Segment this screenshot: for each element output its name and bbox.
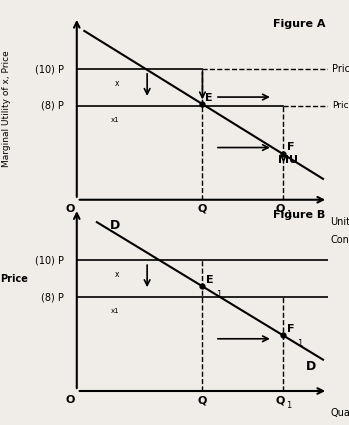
Text: Quantity: Quantity (331, 408, 349, 418)
Text: 1: 1 (297, 339, 302, 348)
Text: E: E (205, 93, 213, 102)
Text: x1: x1 (111, 117, 119, 123)
Text: x: x (115, 79, 119, 88)
Text: Price: Price (0, 274, 28, 284)
Text: Q: Q (198, 395, 207, 405)
Text: (10) P: (10) P (35, 255, 64, 266)
Text: F: F (287, 324, 294, 334)
Text: Marginal Utility of x, Price: Marginal Utility of x, Price (2, 50, 12, 167)
Text: Q: Q (198, 204, 207, 214)
Text: 1: 1 (216, 290, 222, 299)
Text: Price: Price (332, 64, 349, 74)
Text: D: D (305, 360, 316, 373)
Text: E: E (206, 275, 214, 285)
Text: Consumed: Consumed (331, 235, 349, 244)
Text: MU: MU (278, 155, 298, 165)
Text: (8) P: (8) P (41, 101, 64, 111)
Text: 1: 1 (287, 210, 292, 219)
Text: O: O (66, 395, 75, 405)
Text: x: x (115, 270, 119, 279)
Text: Price: Price (332, 101, 349, 110)
Text: Figure A: Figure A (273, 19, 326, 29)
Text: (8) P: (8) P (41, 292, 64, 302)
Text: 1: 1 (287, 401, 292, 411)
Text: Units: Units (331, 217, 349, 227)
Text: D: D (110, 219, 120, 232)
Text: Figure B: Figure B (273, 210, 326, 220)
Text: Q: Q (276, 204, 285, 214)
Text: Q: Q (276, 395, 285, 405)
Text: (10) P: (10) P (35, 64, 64, 74)
Text: x1: x1 (111, 308, 119, 314)
Text: F: F (287, 142, 294, 153)
Text: O: O (66, 204, 75, 214)
